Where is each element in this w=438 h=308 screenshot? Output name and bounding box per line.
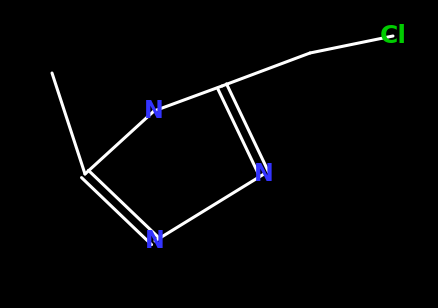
Text: N: N — [144, 99, 163, 123]
Text: N: N — [254, 162, 273, 186]
Text: N: N — [145, 229, 165, 253]
Text: Cl: Cl — [378, 24, 406, 48]
